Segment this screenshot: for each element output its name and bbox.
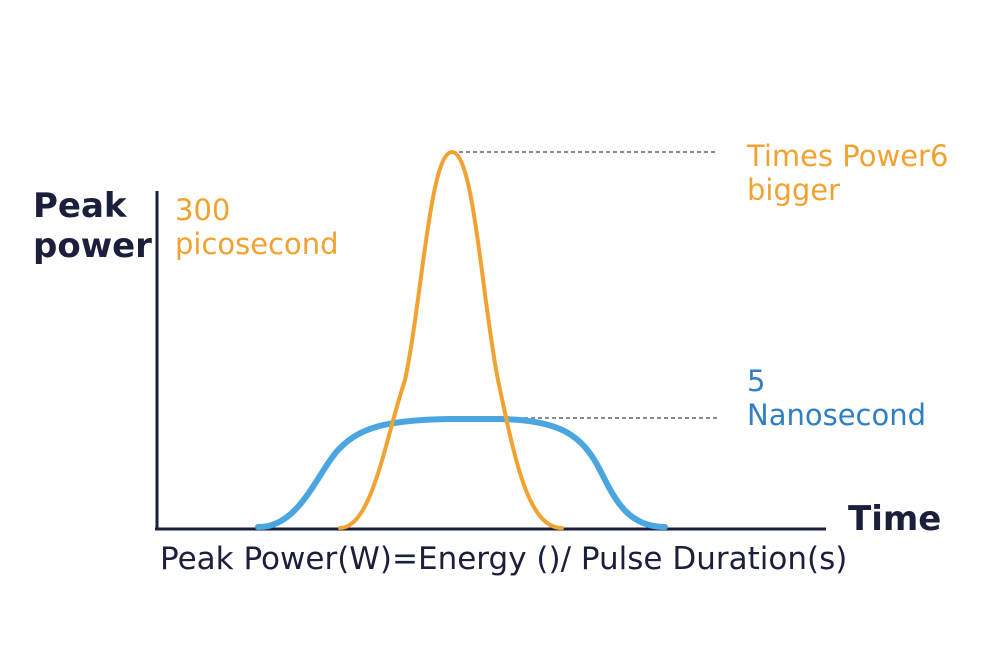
nanosecond-label-line-2: Nanosecond <box>747 398 927 433</box>
y-axis-title: Peak power <box>33 186 152 266</box>
picosecond-pulse-curve <box>338 149 564 530</box>
y-axis-title-line-1: Peak <box>33 186 127 226</box>
power-ratio-label-line-2: bigger <box>747 173 841 208</box>
picosecond-label: 300 picosecond <box>175 193 339 261</box>
nanosecond-label: 5 Nanosecond <box>747 364 926 432</box>
nanosecond-label-line-1: 5 <box>747 364 766 398</box>
power-ratio-label-line-1: Times Power6 <box>747 139 949 173</box>
x-axis-title: Time <box>848 499 942 539</box>
picosecond-label-line-1: 300 <box>175 193 231 227</box>
nanosecond-pulse-curve <box>255 416 668 531</box>
power-ratio-label: Times Power6 bigger <box>747 139 948 207</box>
peak-power-formula: Peak Power(W)=Energy ()/ Pulse Duration(… <box>160 541 848 577</box>
y-axis-title-line-2: power <box>33 226 152 267</box>
picosecond-label-line-2: picosecond <box>175 227 339 262</box>
